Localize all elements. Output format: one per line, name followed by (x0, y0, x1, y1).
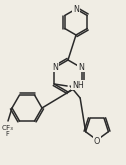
Text: O: O (94, 136, 100, 146)
Text: N: N (52, 63, 58, 71)
Text: F: F (5, 131, 9, 137)
Text: CF₃: CF₃ (2, 125, 14, 131)
Text: N: N (78, 63, 84, 71)
Text: NH: NH (72, 81, 84, 89)
Text: N: N (73, 4, 79, 14)
